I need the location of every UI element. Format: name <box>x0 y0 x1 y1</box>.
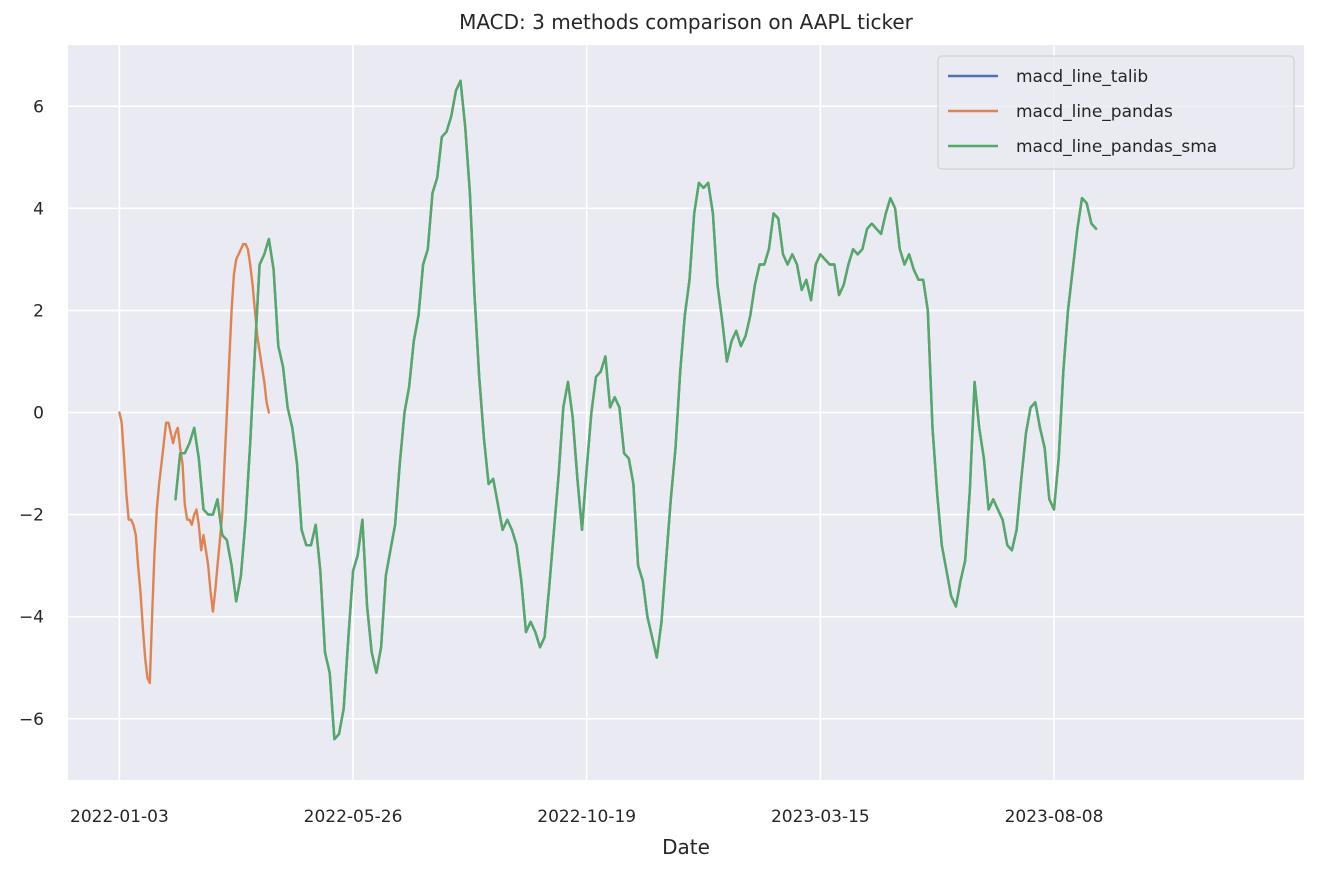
tick-labels: 2022-01-03 2022-05-26 2022-10-19 2023-03-15… <box>19 97 1103 827</box>
legend-box <box>937 55 1295 170</box>
y-tick-label: −2 <box>19 506 44 526</box>
series-line-macd-line-pandas-sma <box>174 79 1098 741</box>
series-line-macd-line-pandas <box>118 242 271 685</box>
legend-label: macd_line_pandas <box>1016 102 1173 122</box>
x-axis-label: Date <box>662 835 710 859</box>
x-tick-label: 2023-08-08 <box>1005 807 1104 827</box>
x-tick-label: 2022-01-03 <box>70 807 169 827</box>
x-tick-label: 2022-10-19 <box>537 807 636 827</box>
chart-title: MACD: 3 methods comparison on AAPL ticke… <box>459 10 914 34</box>
y-tick-label: −6 <box>19 710 44 730</box>
legend-label: macd_line_pandas_sma <box>1016 137 1217 157</box>
y-tick-label: 0 <box>33 404 44 424</box>
legend: macd_line_talib macd_line_pandas macd_line… <box>937 55 1295 170</box>
x-tick-label: 2022-05-26 <box>304 807 403 827</box>
series-lines <box>118 79 1098 741</box>
legend-label: macd_line_talib <box>1016 67 1148 87</box>
y-tick-label: 4 <box>33 199 44 219</box>
y-tick-label: 2 <box>33 301 44 321</box>
x-tick-label: 2023-03-15 <box>771 807 870 827</box>
y-tick-label: 6 <box>33 97 44 117</box>
y-tick-label: −4 <box>19 608 44 628</box>
